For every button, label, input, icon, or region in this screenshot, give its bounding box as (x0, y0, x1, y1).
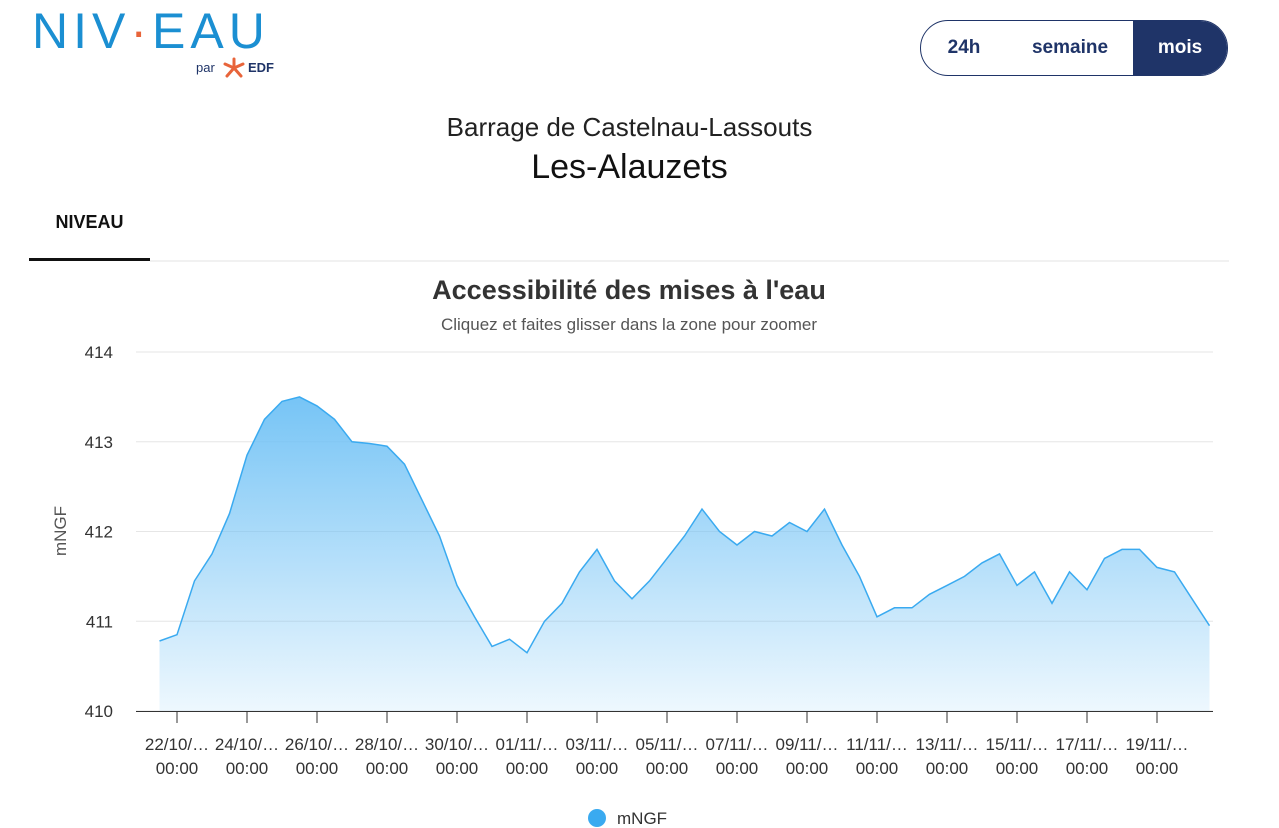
y-tick-label: 410 (85, 702, 113, 721)
x-tick-label: 07/11/… 00:00 (705, 735, 769, 778)
range-button-active[interactable]: mois (1133, 21, 1227, 75)
y-tick-label: 411 (86, 612, 113, 631)
x-tick-label: 24/10/… 00:00 (214, 735, 280, 778)
y-axis-title: mNGF (51, 506, 70, 556)
range-button[interactable]: 24h (947, 37, 981, 58)
x-tick-label: 05/11/… 00:00 (635, 735, 699, 778)
tab[interactable]: NIVEAU (55, 212, 124, 232)
chart-title: Accessibilité des mises à l'eau (432, 275, 826, 305)
range-button[interactable]: semaine (1031, 37, 1109, 58)
logo-part: · (130, 3, 153, 59)
logo-brand: EDF (248, 60, 274, 75)
x-tick-label: 19/11/… 00:00 (1125, 735, 1189, 778)
range-selector: 24h semaine mois (920, 20, 1228, 76)
tab-underline (29, 258, 150, 261)
x-tick-label: 26/10/… 00:00 (284, 735, 350, 778)
x-tick-label: 03/11/… 00:00 (565, 735, 629, 778)
legend-marker (588, 809, 606, 827)
site-name: Barrage de Castelnau-Lassouts (446, 112, 813, 142)
logo: NIV·EAU (32, 2, 270, 60)
x-tick-label: 28/10/… 00:00 (354, 735, 420, 778)
x-tick-label: 13/11/… 00:00 (915, 735, 979, 778)
legend-label: mNGF (617, 809, 667, 828)
x-tick-label: 22/10/… 00:00 (144, 735, 210, 778)
y-tick-label: 412 (85, 523, 113, 542)
place-name: Les-Alauzets (531, 148, 728, 186)
x-tick-label: 15/11/… 00:00 (985, 735, 1049, 778)
logo-by: par (196, 60, 215, 75)
x-tick-label: 17/11/… 00:00 (1055, 735, 1119, 778)
edf-icon (223, 57, 245, 78)
x-tick-label: 30/10/… 00:00 (424, 735, 490, 778)
x-tick-label: 11/11/… 00:00 (846, 735, 908, 778)
x-tick-label: 01/11/… 00:00 (495, 735, 559, 778)
area-fill (159, 396, 1210, 711)
logo-part: EAU (152, 3, 270, 59)
logo-part: NIV (32, 3, 131, 59)
chart-subtitle: Cliquez et faites glisser dans la zone p… (441, 315, 817, 334)
x-tick-label: 09/11/… 00:00 (775, 735, 839, 778)
plot-area: 410 411 412 413 414 (85, 343, 1213, 723)
area-line (159, 396, 1211, 654)
y-tick-label: 413 (85, 433, 113, 452)
y-tick-label: 414 (85, 343, 113, 362)
